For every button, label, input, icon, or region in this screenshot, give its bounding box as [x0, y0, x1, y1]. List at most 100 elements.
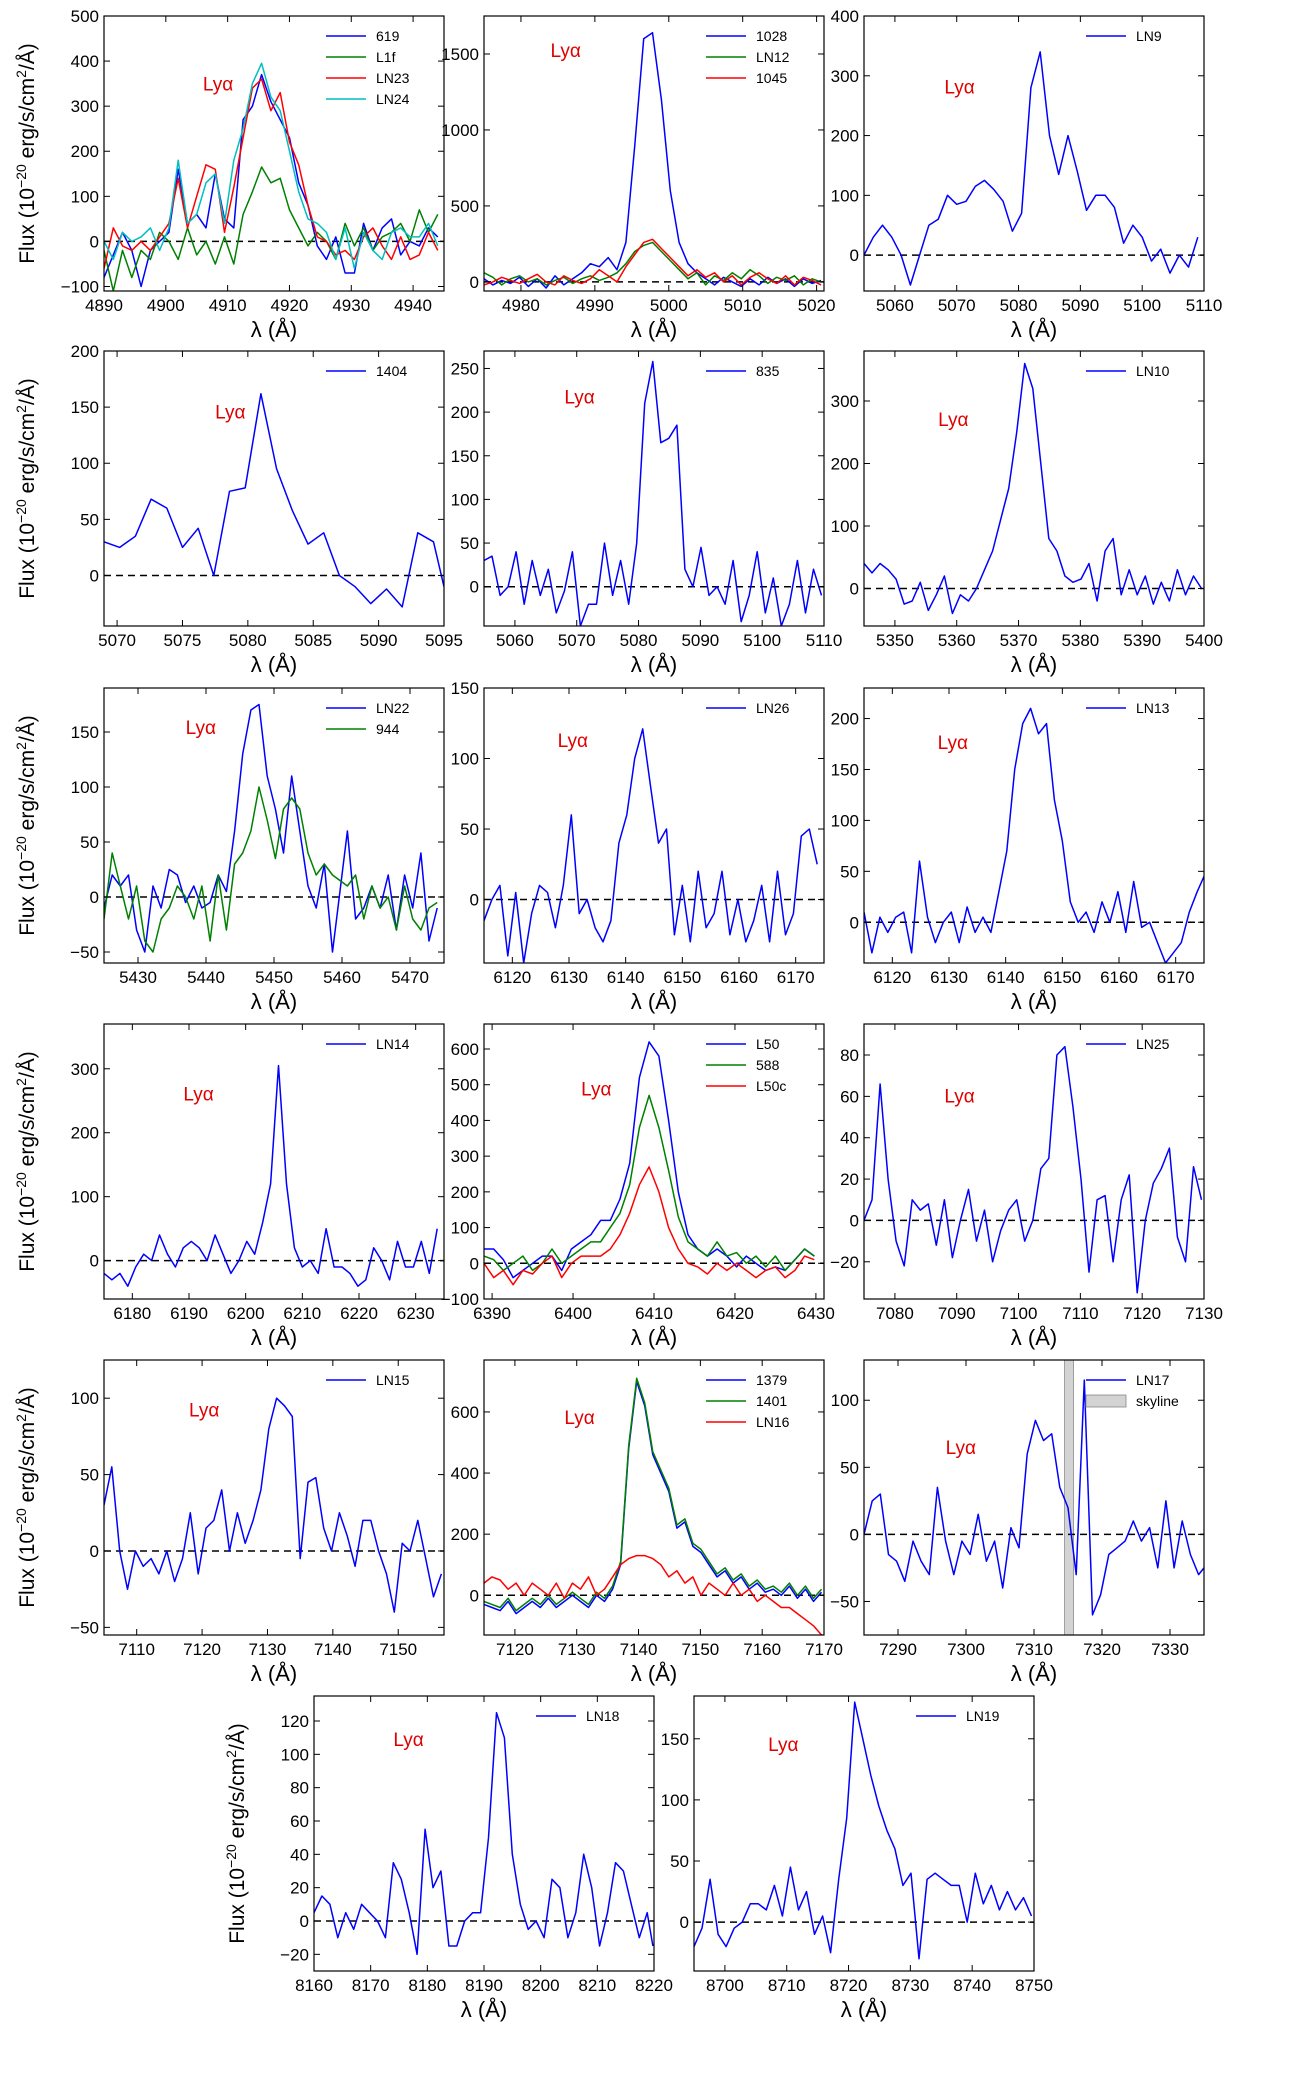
x-tick-label: 6190 — [170, 1304, 208, 1323]
series-line-LN26 — [484, 728, 818, 963]
series-line-LN16 — [484, 1554, 823, 1635]
series-line-L50c — [484, 1166, 815, 1286]
spectrum-panel-12: 7080 7090 7100 7110 7120 7130 −20 0 20 40 60 80 λ (Å… — [830, 1023, 1223, 1350]
skyline-band — [1064, 1359, 1074, 1636]
y-tick-label: 0 — [470, 273, 479, 292]
y-tick-label: 200 — [451, 1183, 479, 1202]
spectrum-panel-15: 7290 7300 7310 7320 7330 −50 0 50 100 λ (Å) Lyα LN1… — [830, 1359, 1205, 1686]
x-tick-label: 5090 — [360, 631, 398, 650]
legend-entry: LN12 — [756, 49, 790, 65]
y-tick-label: 600 — [451, 1403, 479, 1422]
x-tick-label: 7120 — [1123, 1304, 1161, 1323]
x-tick-label: 5010 — [724, 296, 762, 315]
x-tick-label: 7110 — [1062, 1304, 1099, 1323]
y-tick-label: 40 — [840, 1129, 859, 1148]
x-tick-label: 7110 — [118, 1640, 155, 1659]
y-tick-label: 80 — [840, 1046, 859, 1065]
x-tick-label: 4990 — [576, 296, 614, 315]
series-line-LN24 — [104, 62, 439, 270]
y-tick-label: 100 — [71, 1188, 99, 1207]
x-tick-label: 6390 — [473, 1304, 511, 1323]
y-tick-label: 400 — [71, 52, 99, 71]
y-tick-label: 20 — [840, 1170, 859, 1189]
x-tick-label: 5085 — [294, 631, 332, 650]
x-axis-label: λ (Å) — [1011, 652, 1057, 677]
axes-frame — [103, 1359, 445, 1636]
x-tick-label: 8190 — [465, 1976, 503, 1995]
x-axis-label: λ (Å) — [1011, 989, 1057, 1014]
y-tick-label: 200 — [831, 710, 859, 729]
lya-label: Lyα — [938, 733, 968, 754]
x-tick-label: 6150 — [1043, 968, 1081, 987]
x-tick-label: 7130 — [249, 1640, 287, 1659]
x-tick-label: 6130 — [550, 968, 588, 987]
lya-label: Lyα — [944, 1087, 974, 1108]
series-line-L1f — [104, 166, 439, 291]
x-tick-label: 5110 — [1186, 296, 1223, 315]
x-tick-label: 6140 — [607, 968, 645, 987]
y-tick-label: 50 — [670, 1852, 689, 1871]
x-tick-label: 5440 — [187, 968, 225, 987]
y-tick-label: 0 — [850, 246, 859, 265]
spectrum-panel-4: 5070 5075 5080 5085 5090 5095 0 50 100 150 200 λ (Å… — [13, 342, 463, 677]
legend-entry: LN19 — [966, 1708, 1000, 1724]
x-tick-label: 5400 — [1185, 631, 1223, 650]
y-tick-label: 200 — [71, 142, 99, 161]
y-tick-label: 150 — [661, 1730, 689, 1749]
legend-entry: skyline — [1136, 1393, 1179, 1409]
series-line-L50 — [484, 1041, 815, 1279]
x-axis-label: λ (Å) — [1011, 1661, 1057, 1686]
x-tick-label: 4890 — [85, 296, 123, 315]
y-tick-label: −20 — [830, 1253, 859, 1272]
x-axis-label: λ (Å) — [461, 1997, 507, 2022]
y-tick-label: 150 — [831, 760, 859, 779]
legend-entry: LN15 — [376, 1372, 410, 1388]
lya-label: Lyα — [186, 718, 216, 739]
y-tick-label: 400 — [451, 1111, 479, 1130]
x-tick-label: 6220 — [340, 1304, 378, 1323]
legend-entry: LN25 — [1136, 1036, 1170, 1052]
y-tick-label: 60 — [290, 1812, 309, 1831]
y-tick-label: 50 — [80, 833, 99, 852]
x-tick-label: 6180 — [113, 1304, 151, 1323]
x-tick-label: 6430 — [797, 1304, 835, 1323]
y-tick-label: 50 — [80, 1466, 99, 1485]
x-tick-label: 7090 — [938, 1304, 976, 1323]
axes-frame — [483, 15, 825, 292]
x-tick-label: 5380 — [1061, 631, 1099, 650]
lya-label: Lyα — [564, 387, 594, 408]
x-tick-label: 8170 — [352, 1976, 390, 1995]
axes-frame — [103, 350, 445, 627]
x-tick-label: 6160 — [720, 968, 758, 987]
y-tick-label: 100 — [831, 186, 859, 205]
y-tick-label: 40 — [290, 1845, 309, 1864]
x-tick-label: 7170 — [805, 1640, 843, 1659]
x-tick-label: 4980 — [502, 296, 540, 315]
y-tick-label: 300 — [71, 1060, 99, 1079]
y-tick-label: 100 — [71, 1389, 99, 1408]
x-tick-label: 7300 — [947, 1640, 985, 1659]
x-tick-label: 7150 — [379, 1640, 417, 1659]
x-tick-label: 7140 — [620, 1640, 658, 1659]
spectrum-panel-5: 5060 5070 5080 5090 5100 5110 0 50 100 150 200 250 λ… — [451, 350, 842, 677]
series-line-1379 — [484, 1380, 823, 1615]
x-tick-label: 7310 — [1015, 1640, 1053, 1659]
spectrum-panel-16: 8160 8170 8180 8190 8200 8210 8220 −20 0 20 40 60 80… — [223, 1695, 673, 2022]
x-tick-label: 5060 — [496, 631, 534, 650]
x-tick-label: 5095 — [425, 631, 463, 650]
spectrum-panel-7: 5430 5440 5450 5460 5470 −50 0 50 100 150 λ (Å) Flu… — [13, 687, 445, 1014]
x-tick-label: 5075 — [164, 631, 202, 650]
y-tick-label: −50 — [70, 943, 99, 962]
y-tick-label: 100 — [71, 778, 99, 797]
series-line-1404 — [104, 392, 444, 608]
x-tick-label: 5100 — [743, 631, 781, 650]
x-tick-label: 6120 — [873, 968, 911, 987]
panel-grid: 4890 4900 4910 4920 4930 4940−100010020030040… — [13, 7, 1223, 2022]
x-tick-label: 4910 — [209, 296, 247, 315]
x-axis-label: λ (Å) — [1011, 317, 1057, 342]
series-line-LN14 — [104, 1064, 438, 1287]
y-axis-label: Flux (10−20 erg/s/cm2/Å) — [13, 43, 39, 264]
x-axis-label: λ (Å) — [251, 1325, 297, 1350]
x-axis-label: λ (Å) — [1011, 1325, 1057, 1350]
axes-frame — [103, 1023, 445, 1300]
